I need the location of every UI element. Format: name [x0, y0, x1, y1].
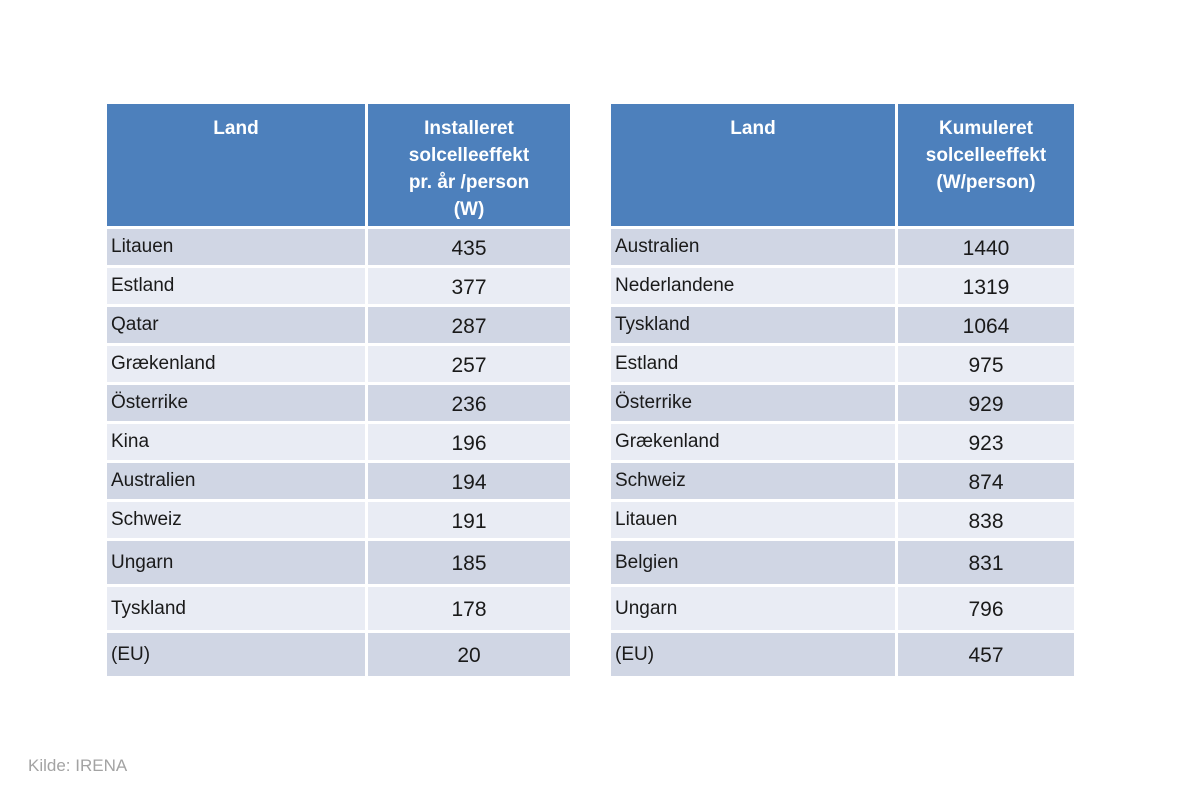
country-cell: Ungarn [107, 541, 365, 584]
value-cell: 257 [368, 346, 570, 382]
table-body: Australien 1440 Nederlandene 1319 Tyskland 10… [611, 229, 1074, 676]
value-cell: 287 [368, 307, 570, 343]
value-cell: 874 [898, 463, 1074, 499]
value-cell: 923 [898, 424, 1074, 460]
column-header-land: Land [611, 104, 895, 226]
country-cell: Tyskland [107, 587, 365, 630]
value-cell: 838 [898, 502, 1074, 538]
table-row: Kina 196 [107, 424, 570, 460]
table-row: Australien 194 [107, 463, 570, 499]
value-cell: 185 [368, 541, 570, 584]
table-row: Tyskland 178 [107, 587, 570, 630]
country-cell: Nederlandene [611, 268, 895, 304]
country-cell: Australien [107, 463, 365, 499]
value-cell: 1064 [898, 307, 1074, 343]
value-cell: 435 [368, 229, 570, 265]
column-header-cumulative-effect: Kumuleret solcelleeffekt (W/person) [898, 104, 1074, 226]
country-cell: (EU) [107, 633, 365, 676]
cumulative-table: Land Kumuleret solcelleeffekt (W/person)… [611, 104, 1074, 676]
country-cell: Grækenland [107, 346, 365, 382]
table-row: Ungarn 185 [107, 541, 570, 584]
table-row: Schweiz 874 [611, 463, 1074, 499]
country-cell: Australien [611, 229, 895, 265]
column-header-land: Land [107, 104, 365, 226]
country-cell: (EU) [611, 633, 895, 676]
value-cell: 178 [368, 587, 570, 630]
table-row: Grækenland 257 [107, 346, 570, 382]
source-note: Kilde: IRENA [28, 756, 128, 775]
country-cell: Schweiz [107, 502, 365, 538]
table-row: Österrike 929 [611, 385, 1074, 421]
value-cell: 975 [898, 346, 1074, 382]
installed-per-year-table: Land Installeret solcelleeffekt pr. år /… [107, 104, 570, 676]
value-cell: 929 [898, 385, 1074, 421]
country-cell: Tyskland [611, 307, 895, 343]
column-header-installed-effect: Installeret solcelleeffekt pr. år /perso… [368, 104, 570, 226]
value-cell: 457 [898, 633, 1074, 676]
value-cell: 194 [368, 463, 570, 499]
country-cell: Kina [107, 424, 365, 460]
table-row: Nederlandene 1319 [611, 268, 1074, 304]
country-cell: Österrike [611, 385, 895, 421]
country-cell: Estland [611, 346, 895, 382]
country-cell: Litauen [107, 229, 365, 265]
value-cell: 236 [368, 385, 570, 421]
country-cell: Estland [107, 268, 365, 304]
country-cell: Litauen [611, 502, 895, 538]
table-body: Litauen 435 Estland 377 Qatar 287 Grækenland 25… [107, 229, 570, 676]
table-row: Australien 1440 [611, 229, 1074, 265]
country-cell: Belgien [611, 541, 895, 584]
table-header-row: Land Kumuleret solcelleeffekt (W/person) [611, 104, 1074, 226]
value-cell: 1440 [898, 229, 1074, 265]
country-cell: Österrike [107, 385, 365, 421]
value-cell: 377 [368, 268, 570, 304]
country-cell: Ungarn [611, 587, 895, 630]
value-cell: 20 [368, 633, 570, 676]
table-row: Schweiz 191 [107, 502, 570, 538]
country-cell: Schweiz [611, 463, 895, 499]
table-row: Belgien 831 [611, 541, 1074, 584]
country-cell: Qatar [107, 307, 365, 343]
table-header-row: Land Installeret solcelleeffekt pr. år /… [107, 104, 570, 226]
country-cell: Grækenland [611, 424, 895, 460]
table-row: Ungarn 796 [611, 587, 1074, 630]
value-cell: 796 [898, 587, 1074, 630]
table-row: Österrike 236 [107, 385, 570, 421]
value-cell: 196 [368, 424, 570, 460]
table-row: (EU) 20 [107, 633, 570, 676]
value-cell: 831 [898, 541, 1074, 584]
value-cell: 191 [368, 502, 570, 538]
table-row: Tyskland 1064 [611, 307, 1074, 343]
table-row: Qatar 287 [107, 307, 570, 343]
table-row: Litauen 838 [611, 502, 1074, 538]
table-row: Litauen 435 [107, 229, 570, 265]
table-row: Estland 975 [611, 346, 1074, 382]
table-row: Grækenland 923 [611, 424, 1074, 460]
table-row: (EU) 457 [611, 633, 1074, 676]
table-row: Estland 377 [107, 268, 570, 304]
value-cell: 1319 [898, 268, 1074, 304]
